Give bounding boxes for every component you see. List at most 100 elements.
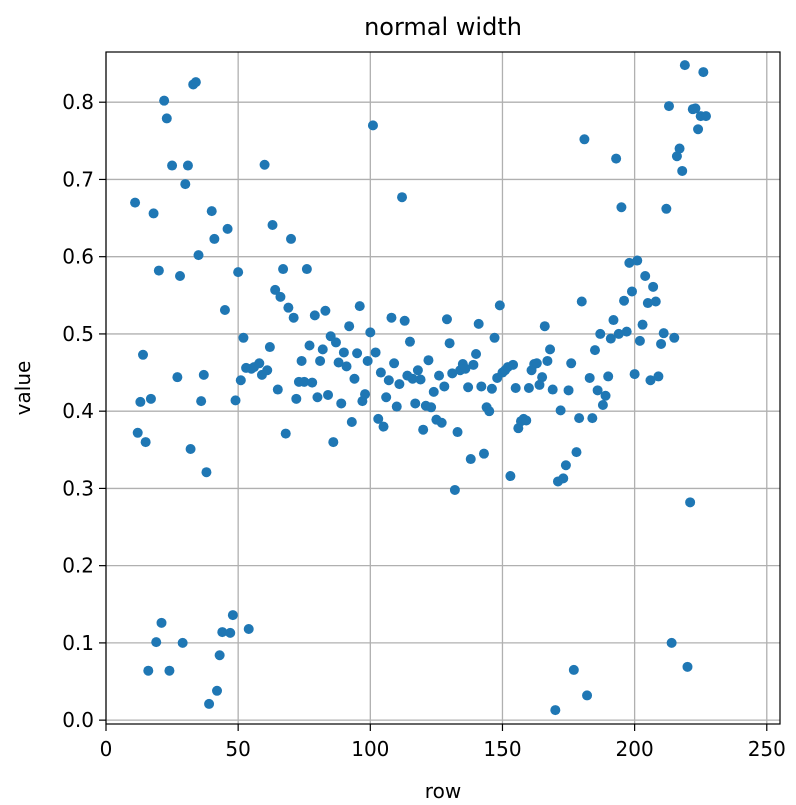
data-point: [365, 327, 376, 338]
data-point: [510, 383, 521, 393]
data-point: [317, 344, 328, 355]
data-point: [383, 375, 394, 386]
data-point: [151, 637, 162, 648]
data-point: [185, 444, 196, 455]
data-point: [650, 296, 661, 307]
data-point: [209, 233, 220, 244]
data-point: [547, 384, 558, 395]
data-point: [468, 359, 479, 370]
data-point: [175, 271, 186, 281]
data-point: [637, 319, 648, 330]
x-tick-label: 250: [748, 737, 786, 761]
data-point: [555, 405, 566, 416]
data-point: [661, 203, 672, 214]
data-point: [193, 250, 204, 261]
y-axis-label: value: [11, 361, 35, 416]
data-point: [494, 300, 505, 311]
data-point: [177, 637, 188, 648]
grid-lines: [105, 52, 780, 724]
data-point: [373, 413, 384, 424]
data-point: [632, 255, 643, 266]
y-tick-label: 0.8: [62, 90, 94, 114]
data-point: [677, 165, 688, 176]
data-point: [156, 617, 167, 628]
data-point: [238, 332, 249, 343]
x-tick-label: 0: [100, 737, 113, 761]
data-point: [272, 384, 283, 395]
data-point: [666, 637, 677, 648]
y-tick-label: 0.7: [62, 167, 94, 191]
data-point: [685, 497, 696, 508]
data-point: [375, 367, 386, 378]
data-point: [212, 685, 223, 696]
data-point: [360, 389, 371, 400]
data-point: [444, 338, 455, 349]
data-point: [436, 417, 447, 428]
data-point: [582, 690, 593, 701]
data-point: [545, 344, 556, 355]
data-point: [196, 396, 207, 407]
data-point: [344, 321, 355, 332]
data-point: [460, 363, 471, 374]
data-point: [449, 484, 460, 495]
data-point: [291, 393, 302, 404]
data-point: [391, 401, 402, 412]
data-point: [428, 386, 439, 397]
data-point: [394, 379, 405, 390]
data-point: [259, 159, 270, 170]
data-point: [534, 379, 545, 390]
data-point: [214, 650, 225, 661]
data-point: [338, 347, 349, 358]
x-tick-label: 200: [616, 737, 654, 761]
data-point: [521, 415, 532, 426]
data-point: [626, 286, 637, 297]
data-point: [478, 448, 489, 459]
data-point: [656, 338, 667, 349]
data-point: [278, 264, 289, 275]
data-point: [597, 399, 608, 410]
data-point: [426, 402, 437, 413]
y-tick-label: 0.0: [62, 708, 94, 732]
data-point: [415, 374, 426, 385]
y-tick-label: 0.1: [62, 631, 94, 655]
data-point: [629, 369, 640, 380]
data-point: [471, 349, 482, 360]
data-point: [542, 355, 553, 366]
data-point: [172, 372, 183, 383]
data-point: [336, 398, 347, 409]
data-point: [204, 698, 215, 709]
data-point: [613, 328, 624, 339]
data-point: [452, 427, 463, 438]
data-point: [280, 428, 291, 439]
data-point: [145, 393, 156, 404]
data-point: [397, 192, 408, 203]
data-point: [132, 427, 143, 438]
data-point: [674, 143, 685, 154]
data-point: [634, 335, 645, 346]
data-point: [167, 160, 178, 171]
data-point: [476, 381, 487, 392]
data-point: [225, 627, 236, 638]
data-point: [180, 179, 191, 190]
data-point: [341, 361, 352, 372]
data-point: [645, 375, 656, 386]
y-tick-label: 0.6: [62, 245, 94, 269]
data-point: [700, 111, 711, 122]
x-tick-label: 150: [483, 737, 521, 761]
data-point: [611, 153, 622, 164]
data-point: [164, 665, 175, 676]
data-point: [589, 345, 600, 356]
data-point: [658, 328, 669, 339]
data-point: [286, 233, 297, 244]
data-point: [640, 271, 651, 281]
data-point: [439, 381, 450, 392]
data-point: [671, 151, 682, 162]
data-point: [190, 77, 201, 88]
data-point: [235, 375, 246, 386]
data-points: [130, 60, 711, 716]
data-point: [418, 424, 429, 435]
data-point: [354, 301, 365, 312]
data-point: [587, 413, 598, 424]
